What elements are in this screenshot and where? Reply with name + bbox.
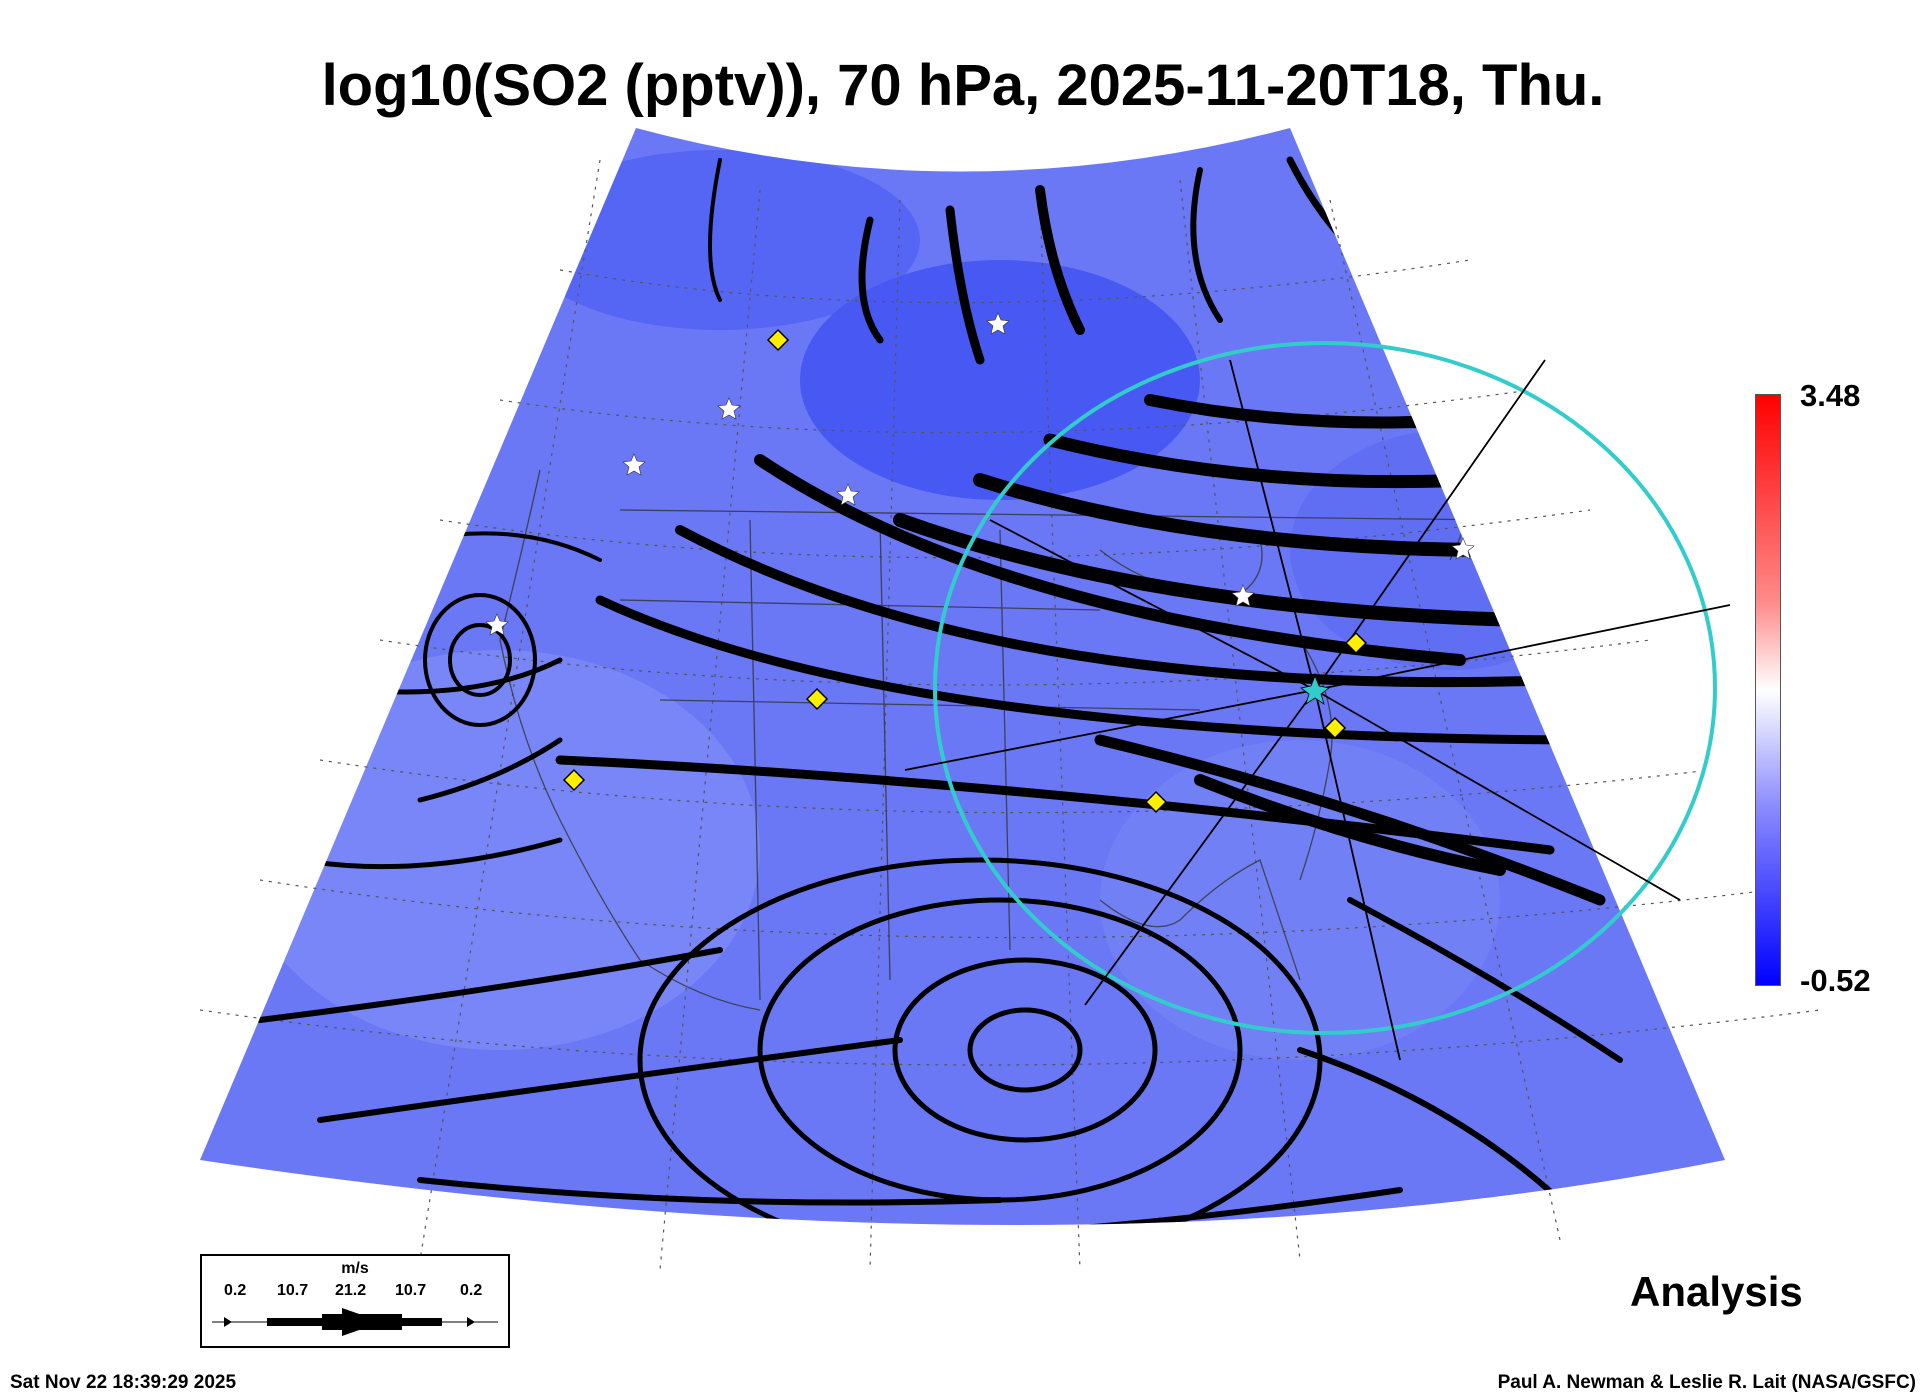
star-marker-icon: [836, 483, 860, 506]
wind-legend-value: 0.2: [224, 1282, 247, 1299]
star-marker-icon: [1231, 584, 1255, 607]
wind-legend-value: 10.7: [395, 1282, 427, 1299]
star-marker-icon: [485, 613, 509, 636]
analysis-label: Analysis: [1630, 1268, 1803, 1315]
colorbar-max-label: 3.48: [1800, 378, 1861, 413]
star-marker-icon: [1451, 537, 1475, 560]
wind-legend-unit: m/s: [341, 1260, 369, 1277]
wind-streamlines: [257, 156, 1623, 1225]
diamond-marker-icon: [766, 328, 790, 352]
diamond-markers: [562, 328, 1368, 814]
diamond-marker-icon: [562, 768, 586, 792]
star-marker-icon: [986, 312, 1010, 335]
wind-legend-value: 21.2: [335, 1282, 367, 1299]
range-ring: [933, 341, 1717, 1035]
star-markers: [485, 312, 1475, 636]
wind-speed-legend: m/s 0.2 10.7 21.2 10.7 0.2: [200, 1254, 510, 1348]
star-marker-icon: [717, 397, 741, 420]
diamond-marker-icon: [805, 687, 829, 711]
wind-legend-value: 0.2: [460, 1282, 483, 1299]
wind-legend-arrow: [212, 1308, 498, 1336]
credit-line: Paul A. Newman & Leslie R. Lait (NASA/GS…: [1497, 1372, 1916, 1393]
render-timestamp: Sat Nov 22 18:39:29 2025: [10, 1372, 237, 1393]
diamond-marker-icon: [1144, 790, 1168, 814]
center-station-icon: [1300, 674, 1330, 705]
diamond-marker-icon: [1323, 716, 1347, 740]
colorbar-min-label: -0.52: [1800, 963, 1871, 998]
map-title: log10(SO2 (pptv)), 70 hPa, 2025-11-20T18…: [321, 53, 1605, 118]
star-marker-icon: [622, 453, 646, 476]
wind-legend-value: 10.7: [277, 1282, 309, 1299]
colorbar: [1755, 394, 1781, 986]
diamond-marker-icon: [1344, 631, 1368, 655]
